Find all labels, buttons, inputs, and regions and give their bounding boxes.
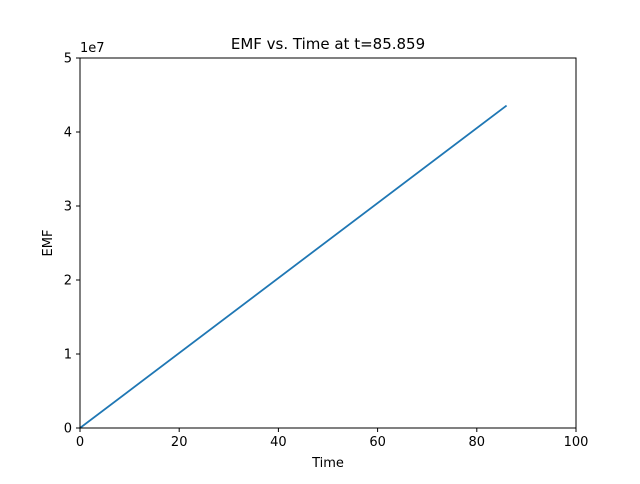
series-line [78, 104, 508, 430]
y-axis-offset-label: 1e7 [80, 41, 105, 56]
x-tick-label: 0 [76, 435, 84, 450]
x-tick-label: 40 [270, 435, 287, 450]
x-axis-ticks: 0 20 40 60 80 100 [76, 428, 589, 450]
chart-title: EMF vs. Time at t=85.859 [231, 35, 425, 53]
x-tick-label: 80 [469, 435, 486, 450]
plot-frame [79, 57, 577, 429]
y-tick-label: 5 [64, 52, 72, 67]
x-tick-label: 20 [171, 435, 188, 450]
x-axis-label: Time [311, 456, 344, 471]
y-tick-label: 2 [64, 274, 72, 289]
series-layer [78, 104, 508, 430]
y-axis-ticks: 0 1 2 3 4 5 [64, 52, 80, 437]
y-tick-label: 4 [64, 126, 72, 141]
y-tick-label: 3 [64, 200, 72, 215]
x-tick-label: 100 [564, 435, 589, 450]
x-tick-label: 60 [369, 435, 386, 450]
y-axis-label: EMF [41, 230, 56, 257]
y-tick-label: 1 [64, 348, 72, 363]
y-tick-label: 0 [64, 422, 72, 437]
